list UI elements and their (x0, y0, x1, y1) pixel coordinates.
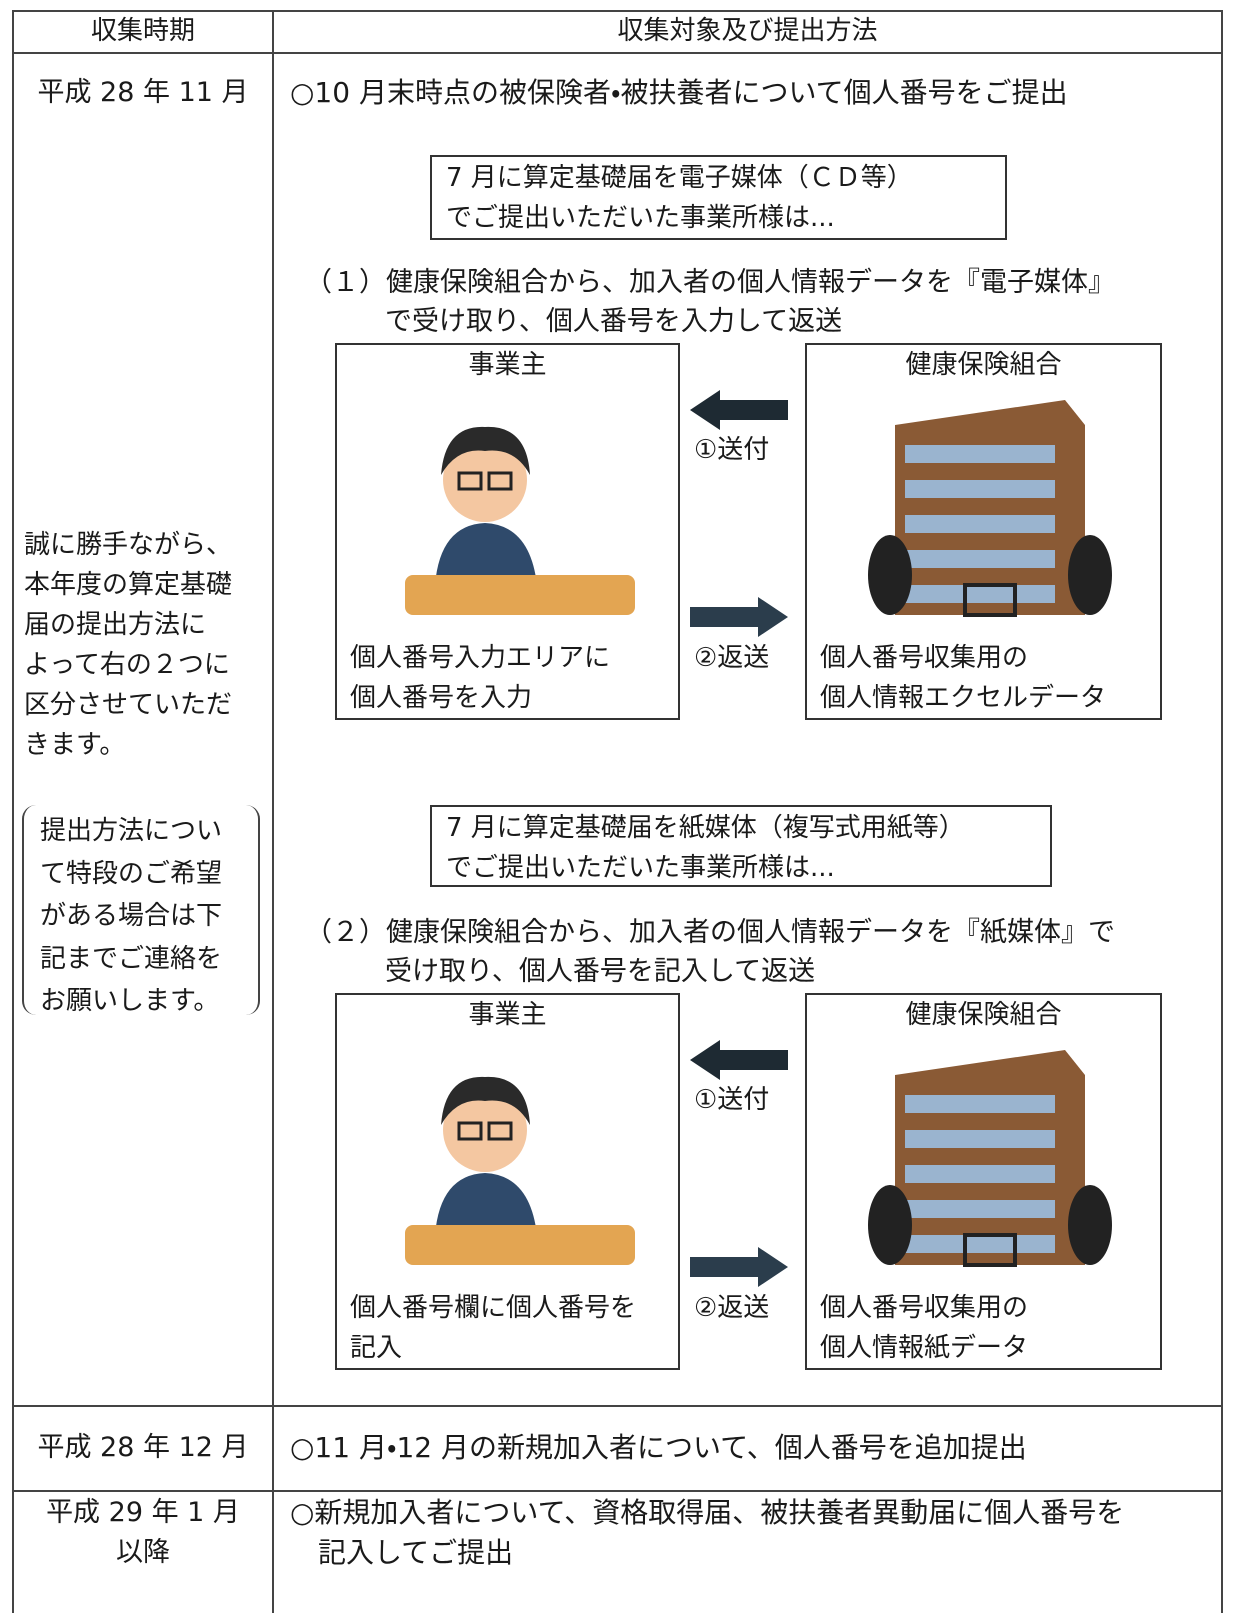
employer-illustration (405, 426, 635, 615)
content: ○新規加入者について、資格取得届、被扶養者異動届に個人番号を (290, 1496, 1125, 1529)
note-line: 届の提出方法に (24, 610, 207, 640)
rule (12, 52, 1222, 54)
rule (12, 10, 1222, 12)
rule (12, 10, 14, 1613)
panel-label: 健康保険組合 (905, 1000, 1062, 1030)
union-illustration (868, 1050, 1112, 1267)
request-line: がある場合は下 (40, 901, 223, 931)
banner-line: でご提出いただいた事業所様は... (446, 203, 835, 233)
panel-caption: 個人情報エクセルデータ (820, 683, 1107, 713)
request-line: て特段のご希望 (40, 858, 223, 889)
request-line: 記までご連絡を (40, 943, 223, 974)
rule (12, 1490, 1222, 1492)
content: ○11 月・12 月の新規加入者について、個人番号を追加提出 (290, 1431, 1027, 1464)
panel-caption: 個人番号収集用の (820, 643, 1029, 673)
panel (805, 993, 1162, 1370)
rule (12, 1405, 1222, 1407)
panel-label: 健康保険組合 (905, 350, 1062, 380)
arrow-return (690, 597, 788, 637)
panel (335, 993, 680, 1370)
case-title: で受け取り、個人番号を入力して返送 (385, 306, 843, 337)
note-line: よって右の２つに (24, 650, 230, 680)
note-line: 本年度の算定基礎 (24, 570, 233, 600)
case-title: 受け取り、個人番号を記入して返送 (385, 956, 816, 987)
header: 収集時期 (90, 16, 195, 46)
note-line: きます。 (24, 730, 126, 760)
period: 以降 (116, 1537, 170, 1568)
banner (430, 155, 1007, 240)
arrow-label: ①送付 (694, 1085, 770, 1115)
case-title: （１）健康保険組合から、加入者の個人情報データを『電子媒体』 (305, 267, 1115, 298)
note-line: 区分させていただ (24, 690, 233, 720)
content: ○10 月末時点の被保険者・被扶養者について個人番号をご提出 (290, 76, 1068, 109)
rule (1221, 10, 1223, 1613)
arrow-return (690, 1247, 788, 1287)
panel-caption: 記入 (350, 1333, 403, 1363)
panel-label: 事業主 (468, 350, 547, 380)
header: 収集対象及び提出方法 (617, 16, 878, 46)
bracket (22, 805, 260, 1015)
period: 平成 28 年 11 月 (37, 77, 249, 108)
request-line: 提出方法につい (40, 816, 223, 846)
employer-illustration (405, 1076, 635, 1265)
content: 記入してご提出 (318, 1536, 514, 1569)
panel-caption: 個人番号入力エリアに (350, 643, 611, 673)
panel-caption: 個人番号を入力 (350, 683, 533, 713)
panel (805, 343, 1162, 720)
banner-line: 7 月に算定基礎届を電子媒体（ＣＤ等） (446, 163, 913, 193)
arrow-label: ②返送 (694, 1293, 770, 1323)
arrow-label: ①送付 (694, 435, 770, 465)
period: 平成 28 年 12 月 (37, 1432, 249, 1463)
banner (430, 805, 1052, 887)
panel-caption: 個人情報紙データ (820, 1333, 1029, 1363)
banner-line: 7 月に算定基礎届を紙媒体（複写式用紙等） (446, 813, 965, 843)
panel-label: 事業主 (468, 1000, 547, 1030)
case-title: （２）健康保険組合から、加入者の個人情報データを『紙媒体』で (305, 917, 1115, 948)
arrow-label: ②返送 (694, 643, 770, 673)
request-line: お願いします。 (40, 986, 220, 1016)
arrow-send (690, 1040, 788, 1080)
rule (272, 10, 274, 1613)
union-illustration (868, 400, 1112, 617)
panel-caption: 個人番号欄に個人番号を (350, 1293, 637, 1323)
arrow-send (690, 390, 788, 430)
panel-caption: 個人番号収集用の (820, 1293, 1029, 1323)
note-line: 誠に勝手ながら、 (24, 530, 233, 560)
panel (335, 343, 680, 720)
period: 平成 29 年 1 月 (46, 1497, 240, 1528)
banner-line: でご提出いただいた事業所様は... (446, 853, 835, 883)
